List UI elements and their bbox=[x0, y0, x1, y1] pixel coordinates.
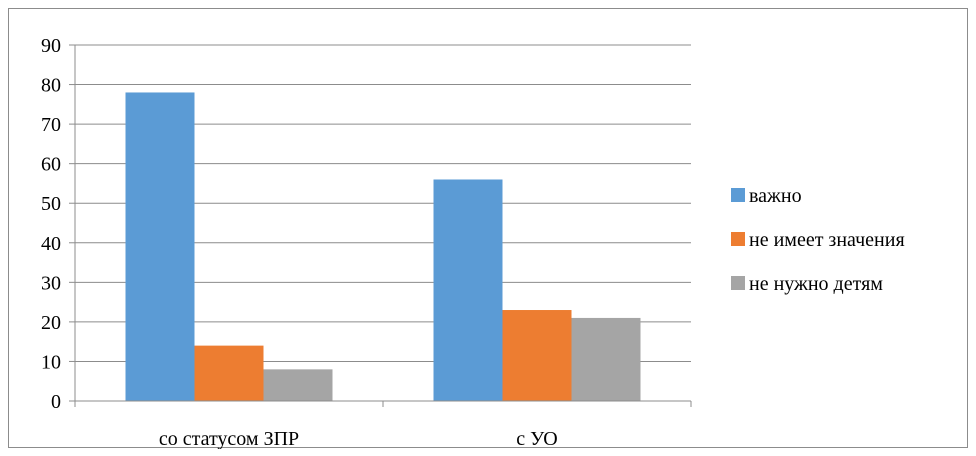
y-tick-label: 30 bbox=[41, 272, 61, 294]
legend: важно не имеет значения не нужно детям bbox=[731, 185, 905, 295]
bar-1-1 bbox=[125, 92, 195, 401]
legend-swatch bbox=[731, 276, 745, 290]
y-tick-label: 60 bbox=[41, 154, 61, 176]
y-tick-label: 10 bbox=[41, 351, 61, 373]
legend-swatch bbox=[731, 232, 745, 246]
legend-label: важно bbox=[749, 185, 802, 207]
bar-3-1 bbox=[263, 369, 333, 401]
x-category-label: с УО bbox=[516, 428, 557, 449]
x-category-label: со статусом ЗПР bbox=[159, 428, 299, 449]
bar-1-2 bbox=[433, 179, 503, 401]
y-tick-labels: 0 10 20 30 40 50 60 70 80 90 bbox=[41, 35, 61, 413]
y-tick-label: 20 bbox=[41, 312, 61, 334]
y-tick-label: 0 bbox=[51, 391, 61, 413]
bars bbox=[125, 92, 641, 401]
legend-label: не нужно детям bbox=[749, 273, 883, 295]
legend-swatch bbox=[731, 188, 745, 202]
y-tick-label: 80 bbox=[41, 75, 61, 97]
y-tick-label: 90 bbox=[41, 35, 61, 57]
axes bbox=[69, 44, 692, 407]
y-tick-label: 40 bbox=[41, 233, 61, 255]
y-tick-label: 50 bbox=[41, 193, 61, 215]
chart-frame: 0 10 20 30 40 50 60 70 80 90 со статусом ЗПР с УО … bbox=[8, 8, 968, 449]
bar-3-2 bbox=[571, 317, 641, 401]
bar-2-1 bbox=[194, 345, 264, 401]
x-category-labels: со статусом ЗПР с УО bbox=[159, 428, 558, 449]
bar-2-2 bbox=[502, 310, 572, 401]
legend-label: не имеет значения bbox=[749, 229, 905, 251]
y-tick-label: 70 bbox=[41, 114, 61, 136]
